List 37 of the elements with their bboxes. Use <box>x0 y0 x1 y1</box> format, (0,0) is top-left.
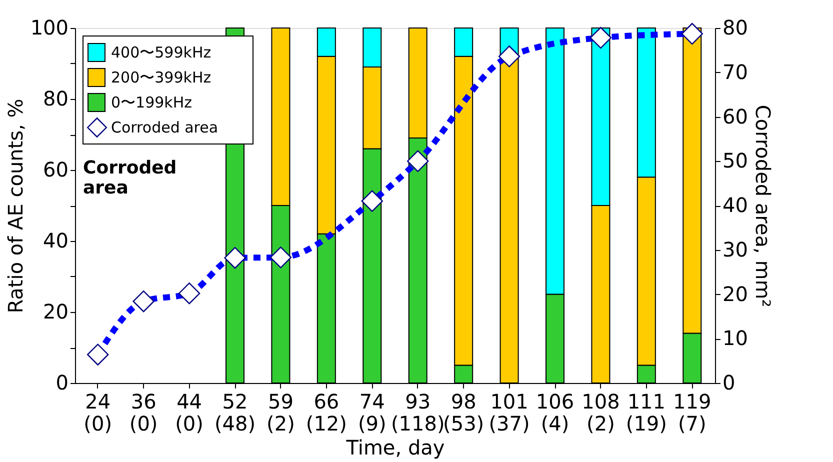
x-tick-label: 52 (48) <box>214 390 256 436</box>
y2-axis-title: Corroded area, mm² <box>750 104 775 308</box>
y2-tick-label: 80 <box>722 16 748 40</box>
y-tick-label: 20 <box>43 300 68 324</box>
y2-tick-label: 0 <box>722 370 736 394</box>
legend-label: 200〜399kHz <box>111 68 212 86</box>
y-tick-label: 60 <box>43 158 68 182</box>
x-tick-label: 101 (37) <box>488 390 530 436</box>
y2-tick-label: 40 <box>722 193 748 217</box>
y2-tick-label: 70 <box>722 60 748 84</box>
x-tick-label: 93 (118) <box>390 390 445 436</box>
x-tick-label: 108 (2) <box>582 390 620 436</box>
x-tick-label: 44 (0) <box>175 390 204 436</box>
legend-label: Corroded area <box>111 118 218 136</box>
y-axis-title: Ratio of AE counts, % <box>3 98 28 314</box>
x-tick-label: 66 (12) <box>306 390 347 436</box>
legend-label: 0〜199kHz <box>111 94 192 112</box>
x-tick-label: 24 (0) <box>84 390 112 436</box>
x-tick-label: 74 (9) <box>358 390 386 436</box>
legend-label: 400〜599kHz <box>111 44 212 62</box>
x-tick-label: 36 (0) <box>129 390 158 436</box>
y2-tick-label: 60 <box>722 104 748 128</box>
x-tick-label: 98 (53) <box>443 390 484 436</box>
x-tick-label: 119 (7) <box>673 390 712 436</box>
y2-tick-label: 10 <box>722 326 748 350</box>
y2-tick-label: 50 <box>722 148 748 173</box>
x-tick-label: 106 (4) <box>536 390 574 436</box>
y2-tick-label: 30 <box>722 237 748 262</box>
y-tick-label: 80 <box>43 86 68 110</box>
x-tick-label: 111 (19) <box>626 390 667 436</box>
y-tick-label: 100 <box>30 16 68 40</box>
annotation: Corroded area <box>83 157 177 198</box>
y-tick-label: 0 <box>56 370 68 394</box>
x-tick-label: 59 (2) <box>266 390 295 436</box>
y-tick-label: 40 <box>43 228 68 252</box>
y2-tick-label: 20 <box>722 282 748 306</box>
x-axis-title: Time, day <box>345 436 445 460</box>
